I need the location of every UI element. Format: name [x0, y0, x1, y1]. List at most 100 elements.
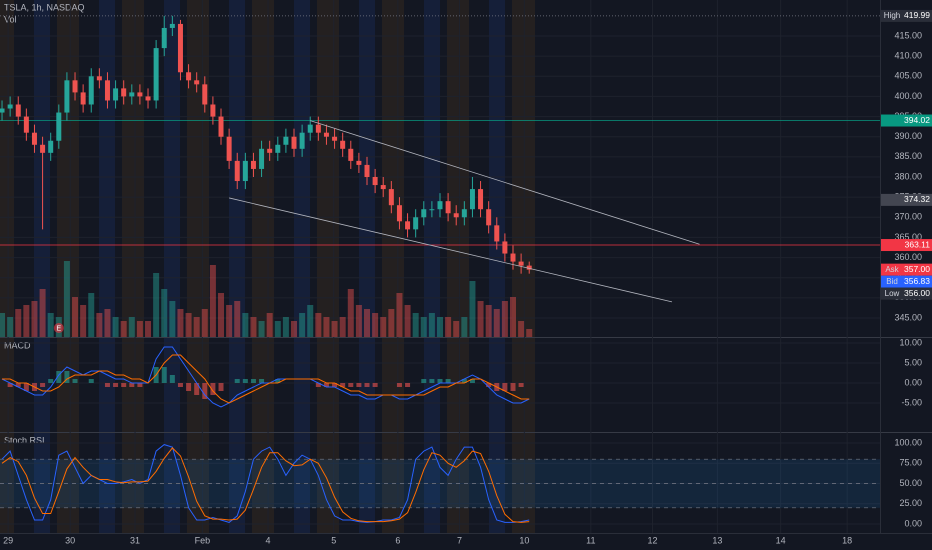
macd-histogram-bar	[259, 379, 265, 383]
candle-body	[242, 160, 248, 182]
macd-histogram-bar	[177, 383, 183, 387]
macd-histogram-bar	[218, 383, 224, 391]
volume-bar	[218, 293, 225, 337]
y-tick-label: 75.00	[899, 458, 922, 468]
macd-histogram-bar	[469, 379, 475, 383]
volume-bar	[128, 317, 135, 337]
x-tick-label: 31	[130, 535, 140, 545]
volume-bar	[23, 305, 30, 337]
candle-body	[494, 225, 500, 242]
candle-body	[145, 96, 151, 101]
candle-body	[153, 48, 159, 101]
macd-histogram-bar	[356, 383, 362, 387]
volume-bar	[291, 321, 298, 337]
y-tick-label: 25.00	[899, 498, 922, 508]
price-label-name-box	[881, 275, 903, 288]
price-label-name: Ask	[885, 265, 899, 274]
price-label-name: Bid	[886, 277, 898, 286]
macd-histogram-bar	[7, 383, 13, 387]
volume-bar	[258, 321, 265, 337]
candle-body	[372, 176, 378, 186]
volume-bar	[96, 313, 103, 337]
macd-histogram-bar	[396, 383, 402, 387]
candle-body	[275, 144, 281, 153]
volume-bar	[299, 313, 306, 337]
macd-histogram-bar	[88, 379, 94, 383]
volume-bar	[63, 261, 70, 337]
volume-bar	[250, 317, 257, 337]
macd-histogram-bar	[429, 379, 435, 383]
macd-histogram-bar	[137, 383, 143, 387]
macd-histogram-bar	[15, 383, 21, 387]
volume-bar	[307, 305, 314, 337]
price-label-name: Low	[885, 289, 900, 298]
volume-bar	[31, 301, 38, 337]
price-label-value: 356.83	[904, 276, 930, 286]
volume-bar	[420, 317, 427, 337]
macd-histogram-bar	[340, 383, 346, 387]
candle-body	[299, 132, 305, 149]
x-tick-label: 14	[776, 535, 786, 545]
candle-body	[453, 213, 459, 218]
candle-body	[80, 92, 86, 105]
macd-histogram-bar	[202, 383, 208, 399]
x-tick-label: 30	[65, 535, 75, 545]
macd-histogram-bar	[72, 379, 78, 383]
volume-bar	[509, 297, 516, 337]
candle-body	[332, 136, 338, 141]
volume-bar	[177, 309, 184, 337]
macd-histogram-bar	[323, 383, 329, 387]
price-label-value: 357.00	[904, 264, 930, 274]
volume-bar	[201, 309, 208, 337]
price-label-box	[881, 193, 932, 206]
y-tick-label: 390.00	[894, 131, 922, 141]
price-label-box	[903, 275, 932, 288]
volume-bar	[112, 317, 119, 337]
volume-bar	[493, 309, 500, 337]
macd-histogram-bar	[405, 383, 411, 387]
volume-bar	[185, 313, 192, 337]
stoch-title: Stoch RSI	[4, 435, 45, 445]
candle-body	[283, 136, 289, 145]
x-tick-label: 18	[842, 535, 852, 545]
y-tick-label: 360.00	[894, 252, 922, 262]
candle-body	[194, 80, 200, 85]
candle-body	[364, 164, 370, 177]
candle-body	[259, 148, 265, 169]
volume-bar	[477, 301, 484, 337]
price-label-box	[903, 9, 932, 22]
candle-body	[518, 261, 524, 266]
candle-body	[23, 116, 29, 133]
price-label-box	[903, 263, 932, 276]
price-label-name-box	[881, 9, 903, 22]
macd-histogram-bar	[64, 371, 70, 383]
candle-body	[226, 136, 232, 161]
x-tick-label: 29	[3, 535, 13, 545]
y-tick-label: 0.00	[904, 377, 922, 387]
volume-bar	[315, 313, 322, 337]
candle-body	[186, 72, 192, 81]
indicator-line	[1, 346, 530, 408]
macd-histogram-bar	[113, 383, 119, 387]
volume-bar	[153, 273, 160, 337]
candle-body	[267, 148, 273, 153]
volume-bar	[347, 289, 354, 337]
indicator-line	[1, 447, 530, 523]
candle-body	[129, 92, 135, 97]
price-label-value: 419.99	[904, 10, 930, 20]
x-tick-label: 11	[586, 535, 595, 545]
volume-bar	[437, 317, 443, 337]
candle-body	[413, 217, 419, 230]
candle-body	[234, 160, 240, 182]
volume-bar	[47, 313, 54, 337]
volume-bar	[193, 317, 200, 337]
price-label-box	[881, 114, 932, 127]
y-tick-label: 50.00	[899, 478, 922, 488]
price-label-value: 356.00	[904, 288, 930, 298]
candle-body	[461, 209, 467, 218]
volume-bar	[161, 289, 168, 337]
macd-histogram-bar	[129, 383, 135, 387]
macd-histogram-bar	[250, 379, 256, 383]
x-tick-label: 7	[457, 535, 462, 545]
